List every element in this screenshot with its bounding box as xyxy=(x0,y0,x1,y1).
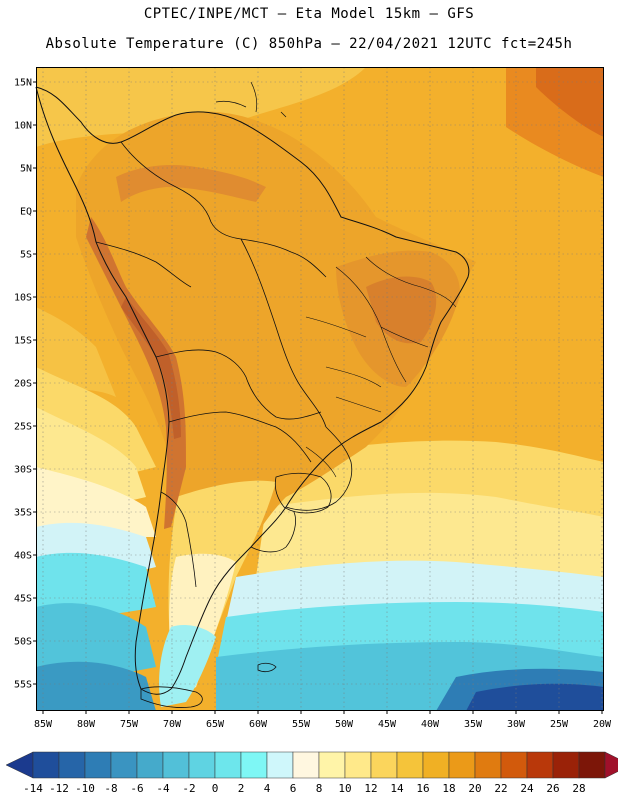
longitude-label: 25W xyxy=(550,719,569,730)
colorbar-cell xyxy=(214,751,242,779)
colorbar-tick-label: 10 xyxy=(338,782,351,795)
colorbar-cell xyxy=(188,751,216,779)
colorbar-cell xyxy=(500,751,528,779)
latitude-label: 15N xyxy=(14,78,32,89)
colorbar-cell xyxy=(448,751,476,779)
colorbar-tick-label: 0 xyxy=(212,782,219,795)
colorbar-tick-label: -14 xyxy=(23,782,43,795)
colorbar-cell xyxy=(396,751,424,779)
latitude-label: 5S xyxy=(20,250,32,261)
colorbar-tick-label: -2 xyxy=(182,782,195,795)
colorbar-cell xyxy=(162,751,190,779)
latitude-label: 40S xyxy=(14,551,32,562)
colorbar-cell xyxy=(318,751,346,779)
map-frame xyxy=(36,67,604,711)
latitude-label: 30S xyxy=(14,465,32,476)
latitude-label: 15S xyxy=(14,336,32,347)
colorbar-cell xyxy=(110,751,138,779)
longitude-label: 30W xyxy=(507,719,526,730)
colorbar-tick-label: 4 xyxy=(264,782,271,795)
colorbar-cell xyxy=(58,751,86,779)
colorbar-tick-label: -4 xyxy=(156,782,170,795)
map-title: CPTEC/INPE/MCT – Eta Model 15km – GFS xyxy=(143,6,475,22)
map-subtitle: Absolute Temperature (C) 850hPa – 22/04/… xyxy=(45,36,573,52)
temperature-colorbar: -14 -12 -10 -8 -6 -4 -2 0 2 4 6 8 10 12 14 16 18 20 22 24 26… xyxy=(5,751,618,795)
coastlines xyxy=(35,81,470,708)
latitude-label: 10S xyxy=(14,293,32,304)
longitude-label: 35W xyxy=(464,719,483,730)
longitude-label: 70W xyxy=(163,719,182,730)
colorbar-tick-label: 14 xyxy=(390,782,404,795)
colorbar-tick-label: 18 xyxy=(442,782,455,795)
colorbar-cell xyxy=(32,751,60,779)
colorbar-cell xyxy=(136,751,164,779)
colorbar-tick-label: 20 xyxy=(468,782,481,795)
colorbar-cell xyxy=(422,751,450,779)
longitude-label: 20W xyxy=(593,719,612,730)
latitude-label: 5N xyxy=(20,164,32,175)
colorbar-cell xyxy=(552,751,580,779)
colorbar-cell xyxy=(526,751,554,779)
latitude-label: 10N xyxy=(14,121,32,132)
latitude-label: EQ xyxy=(20,207,32,218)
colorbar-tick-label: -8 xyxy=(104,782,117,795)
colorbar-arrow-high xyxy=(604,751,618,779)
longitude-label: 45W xyxy=(378,719,397,730)
colorbar-cell xyxy=(578,751,606,779)
latitude-label: 35S xyxy=(14,508,32,519)
latitude-label: 45S xyxy=(14,594,32,605)
colorbar-tick-label: 22 xyxy=(494,782,507,795)
lat-lon-grid xyxy=(36,67,604,711)
longitude-label: 50W xyxy=(335,719,354,730)
longitude-label: 40W xyxy=(421,719,440,730)
longitude-label: 60W xyxy=(249,719,268,730)
colorbar-tick-label: 24 xyxy=(520,782,534,795)
temperature-map: 15N 10N 5N EQ 5S 10S 15S 20S 25S 30S 35S 40S 45S 50S 5… xyxy=(14,67,612,730)
latitude-label: 20S xyxy=(14,379,32,390)
colorbar-tick-label: -12 xyxy=(49,782,69,795)
colorbar-tick-label: 28 xyxy=(572,782,585,795)
longitude-label: 55W xyxy=(292,719,311,730)
colorbar-cell xyxy=(292,751,320,779)
colorbar-cell xyxy=(84,751,112,779)
latitude-label: 25S xyxy=(14,422,32,433)
latitude-label: 50S xyxy=(14,637,32,648)
longitude-label: 80W xyxy=(77,719,96,730)
colorbar-tick-label: 6 xyxy=(290,782,297,795)
longitude-label: 75W xyxy=(120,719,139,730)
colorbar-tick-label: 26 xyxy=(546,782,559,795)
temperature-field xyxy=(36,67,604,711)
colorbar-cell xyxy=(344,751,372,779)
colorbar-cell xyxy=(370,751,398,779)
longitude-labels: 85W 80W 75W 70W 65W 60W 55W 50W 45W 40W 35W 30W 25W 2… xyxy=(34,711,612,730)
colorbar-tick-label: 8 xyxy=(316,782,323,795)
colorbar-tick-label: -10 xyxy=(75,782,95,795)
longitude-label: 85W xyxy=(34,719,53,730)
colorbar-tick-label: 12 xyxy=(364,782,377,795)
colorbar-tick-label: 2 xyxy=(238,782,245,795)
colorbar-tick-label: 16 xyxy=(416,782,429,795)
latitude-label: 55S xyxy=(14,680,32,691)
latitude-labels: 15N 10N 5N EQ 5S 10S 15S 20S 25S 30S 35S 40S 45S 50S 5… xyxy=(14,78,36,691)
colorbar-cell xyxy=(474,751,502,779)
longitude-label: 65W xyxy=(206,719,225,730)
colorbar-cell xyxy=(240,751,268,779)
colorbar-arrow-low xyxy=(5,751,34,779)
colorbar-cell xyxy=(266,751,294,779)
colorbar-tick-label: -6 xyxy=(130,782,143,795)
